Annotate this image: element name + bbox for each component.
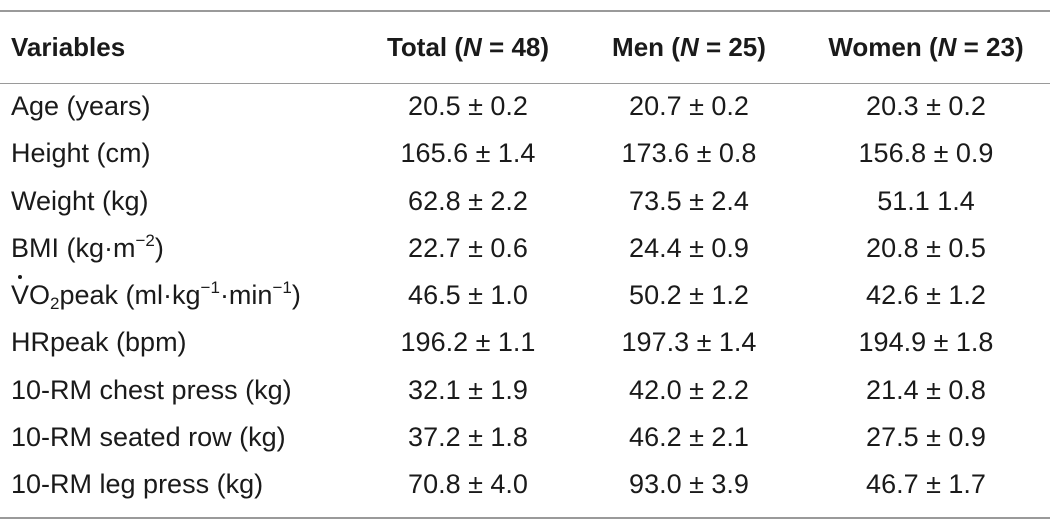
table-row: Weight (kg) 62.8 ± 2.2 73.5 ± 2.4 51.1 1… bbox=[0, 178, 1050, 225]
table-row: BMI (kg·m−2) 22.7 ± 0.6 24.4 ± 0.9 20.8 … bbox=[0, 225, 1050, 272]
row-label: Age (years) bbox=[11, 91, 151, 121]
cell-men: 73.5 ± 2.4 bbox=[629, 185, 749, 216]
cell-men: 46.2 ± 2.1 bbox=[629, 422, 749, 453]
cell-men: 42.0 ± 2.2 bbox=[629, 374, 749, 405]
cell-men: 20.7 ± 0.2 bbox=[629, 91, 749, 121]
cell-men: 197.3 ± 1.4 bbox=[621, 327, 757, 358]
cell-men: 50.2 ± 1.2 bbox=[629, 280, 749, 311]
row-label: 10-RM leg press (kg) bbox=[11, 469, 264, 500]
vdot-v: V bbox=[11, 272, 29, 319]
cell-women: 51.1 1.4 bbox=[877, 185, 975, 216]
cell-total: 46.5 ± 1.0 bbox=[408, 280, 528, 311]
cell-women: 156.8 ± 0.9 bbox=[858, 138, 994, 169]
table-row: Height (cm) 165.6 ± 1.4 173.6 ± 0.8 156.… bbox=[0, 130, 1050, 177]
header-men: Men (N = 25) bbox=[612, 32, 766, 62]
table-row: 10-RM leg press (kg) 70.8 ± 4.0 93.0 ± 3… bbox=[0, 461, 1050, 508]
data-table: Variables Total (N = 48) Men (N = 25) Wo… bbox=[0, 12, 1050, 509]
cell-total: 22.7 ± 0.6 bbox=[408, 232, 528, 263]
cell-women: 46.7 ± 1.7 bbox=[866, 469, 986, 500]
header-total: Total (N = 48) bbox=[386, 32, 550, 62]
table-row: 10-RM seated row (kg) 37.2 ± 1.8 46.2 ± … bbox=[0, 414, 1050, 461]
cell-men: 173.6 ± 0.8 bbox=[621, 138, 757, 169]
cell-men: 24.4 ± 0.9 bbox=[629, 232, 749, 263]
row-label: HRpeak (bpm) bbox=[11, 327, 187, 358]
row-label: VO2peak (ml·kg−1·min−1) bbox=[0, 272, 360, 319]
cell-total: 37.2 ± 1.8 bbox=[408, 422, 528, 453]
cell-women: 20.3 ± 0.2 bbox=[866, 91, 986, 121]
header-rule bbox=[0, 83, 1050, 84]
cell-women: 27.5 ± 0.9 bbox=[866, 422, 986, 453]
row-label: Height (cm) bbox=[11, 138, 151, 169]
row-label: 10-RM chest press (kg) bbox=[11, 374, 292, 405]
cell-women: 194.9 ± 1.8 bbox=[858, 327, 994, 358]
row-label: Weight (kg) bbox=[11, 185, 149, 216]
cell-total: 20.5 ± 0.2 bbox=[408, 91, 528, 121]
top-rule bbox=[0, 10, 1050, 12]
bottom-rule bbox=[0, 517, 1050, 519]
header-variables: Variables bbox=[11, 32, 126, 62]
header-women: Women (N = 23) bbox=[828, 32, 1024, 62]
cell-women: 42.6 ± 1.2 bbox=[866, 280, 986, 311]
cell-women: 21.4 ± 0.8 bbox=[866, 374, 986, 405]
row-label: 10-RM seated row (kg) bbox=[11, 422, 286, 453]
row-label: BMI (kg·m−2) bbox=[11, 230, 164, 263]
cell-total: 165.6 ± 1.4 bbox=[400, 138, 536, 169]
table-row: HRpeak (bpm) 196.2 ± 1.1 197.3 ± 1.4 194… bbox=[0, 319, 1050, 366]
header-row: Variables Total (N = 48) Men (N = 25) Wo… bbox=[0, 12, 1050, 83]
cell-total: 62.8 ± 2.2 bbox=[408, 185, 528, 216]
cell-total: 70.8 ± 4.0 bbox=[408, 469, 528, 500]
cell-total: 196.2 ± 1.1 bbox=[400, 327, 536, 358]
table-row: 10-RM chest press (kg) 32.1 ± 1.9 42.0 ±… bbox=[0, 367, 1050, 414]
table-row: Age (years) 20.5 ± 0.2 20.7 ± 0.2 20.3 ±… bbox=[0, 83, 1050, 130]
table-row: VO2peak (ml·kg−1·min−1) 46.5 ± 1.0 50.2 … bbox=[0, 272, 1050, 319]
cell-women: 20.8 ± 0.5 bbox=[866, 232, 986, 263]
cell-total: 32.1 ± 1.9 bbox=[408, 374, 528, 405]
cell-men: 93.0 ± 3.9 bbox=[629, 469, 749, 500]
